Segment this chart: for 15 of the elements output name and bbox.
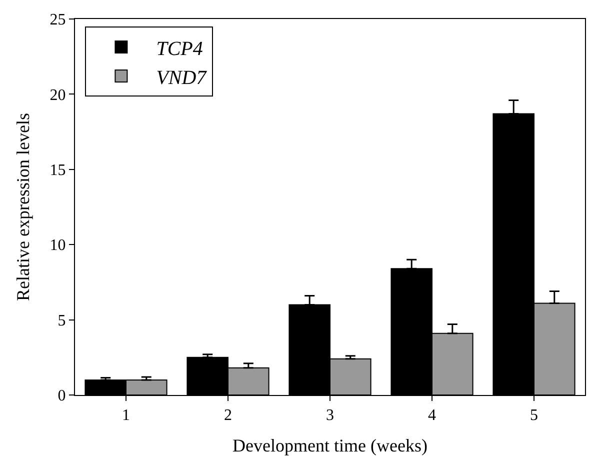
y-axis-title: Relative expression levels bbox=[13, 113, 33, 301]
legend-label: VND7 bbox=[156, 66, 208, 89]
y-tick-label: 0 bbox=[58, 388, 66, 405]
y-tick-label: 10 bbox=[50, 237, 66, 254]
x-tick-label: 2 bbox=[224, 407, 232, 424]
x-tick-label: 3 bbox=[326, 407, 334, 424]
y-tick-label: 25 bbox=[50, 12, 66, 29]
y-tick-label: 20 bbox=[50, 86, 66, 104]
legend-label: TCP4 bbox=[156, 38, 203, 60]
x-tick-label: 1 bbox=[122, 407, 130, 424]
x-tick-label: 4 bbox=[428, 407, 436, 424]
y-tick-label: 15 bbox=[50, 162, 66, 179]
x-tick-label: 5 bbox=[530, 407, 538, 424]
x-axis-title: Development time (weeks) bbox=[232, 435, 428, 456]
y-tick-label: 5 bbox=[58, 312, 66, 330]
